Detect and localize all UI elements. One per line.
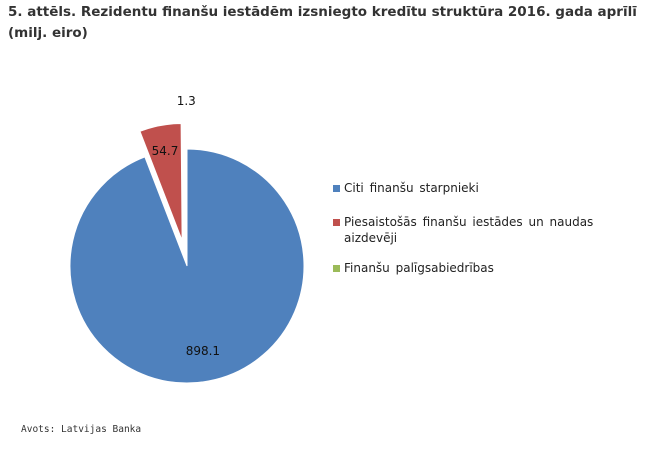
data-label: 898.1 [186,344,220,358]
legend-label: Piesaistošās finanšu iestādes un naudas … [344,215,594,245]
data-label: 1.3 [177,94,196,108]
legend-item-piesaistosas-finansu-iestades: Piesaistošās finanšu iestādes un naudas … [333,214,603,246]
legend-item-citi-finansu-starpnieki: Citi finanšu starpnieki [333,180,603,196]
source-note: Avots: Latvijas Banka [21,424,142,435]
pie-slice [69,148,305,384]
legend-swatch [333,185,340,192]
chart-title: 5. attēls. Rezidentu finanšu iestādēm iz… [8,4,637,41]
legend-label: Citi finanšu starpnieki [344,181,479,195]
legend-label: Finanšu palīgsabiedrības [344,261,494,275]
legend-swatch [333,265,340,272]
legend-item-finansu-paligsabiedribas: Finanšu palīgsabiedrības [333,260,603,276]
pie-slice [139,122,183,241]
data-label: 54.7 [152,144,179,158]
chart-legend: Citi finanšu starpnieki Piesaistošās fin… [333,180,603,294]
pie-slice [185,120,188,239]
legend-swatch [333,219,340,226]
